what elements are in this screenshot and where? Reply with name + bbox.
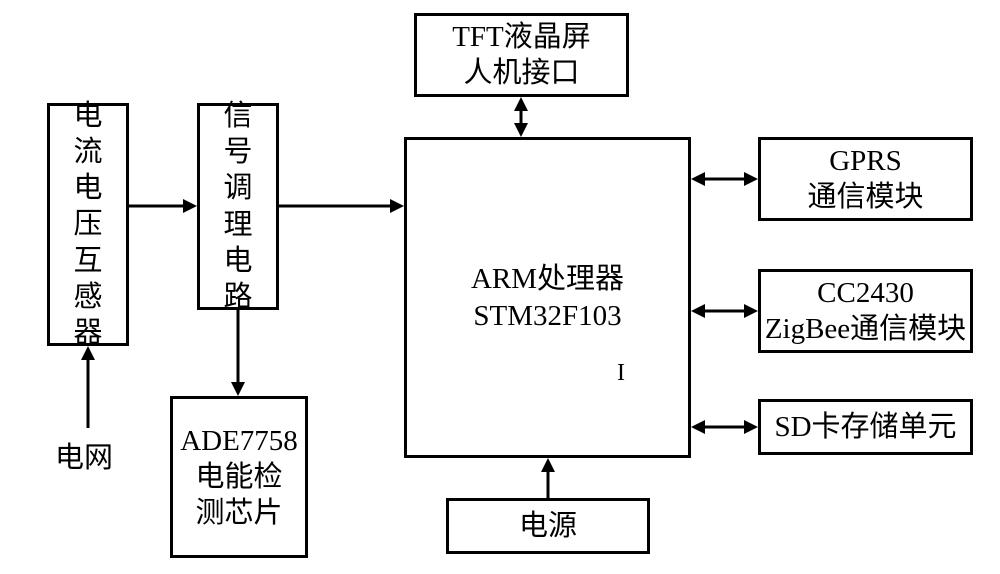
block-text-line: 电能检 [195,459,282,495]
block-text-line: STM32F103 [473,298,621,334]
block-text-line: 信 [223,98,252,134]
block-signal-conditioning: 信号调理电路 [197,103,279,310]
text-cursor-artifact: I [617,360,625,387]
block-tft-hmi: TFT液晶屏人机接口 [414,13,629,97]
block-text-line: 理 [223,207,252,243]
block-ade7758: ADE7758电能检测芯片 [170,396,308,558]
block-text-line: 测芯片 [195,495,282,531]
block-text-line: GPRS [829,143,902,179]
block-text-line: 电 [223,243,252,279]
block-text-line: 感 [73,279,102,315]
block-text-line: SD卡存储单元 [774,409,956,445]
block-text-line: ZigBee通信模块 [765,311,966,347]
block-text-line: 路 [223,279,252,315]
block-power-supply: 电源 [446,498,650,554]
block-text-line: 电 [73,98,102,134]
block-arm-processor: ARM处理器STM32F103 [404,137,691,458]
diagram-root: 电流电压互感器 信号调理电路 TFT液晶屏人机接口 ARM处理器STM32F10… [0,0,1000,574]
block-gprs-module: GPRS通信模块 [758,137,973,221]
block-zigbee-module: CC2430ZigBee通信模块 [758,269,973,353]
block-text-line: 压 [73,206,102,242]
block-text-line: 流 [73,134,102,170]
block-text-line: 通信模块 [807,179,923,215]
block-text-line: CC2430 [817,275,914,311]
block-text-line: 人机接口 [463,55,579,91]
block-text-line: TFT液晶屏 [452,19,591,55]
block-text-line: 调 [223,170,252,206]
block-text-line: ARM处理器 [471,261,624,297]
block-text-line: 器 [73,315,102,351]
label-grid: 电网 [55,434,113,476]
block-transformer: 电流电压互感器 [47,103,129,346]
block-text-line: 电 [73,170,102,206]
block-text-line: 互 [73,243,102,279]
block-text-line: ADE7758 [180,423,298,459]
block-text-line: 号 [223,134,252,170]
block-sd-storage: SD卡存储单元 [758,399,973,455]
block-text-line: 电源 [519,508,577,544]
